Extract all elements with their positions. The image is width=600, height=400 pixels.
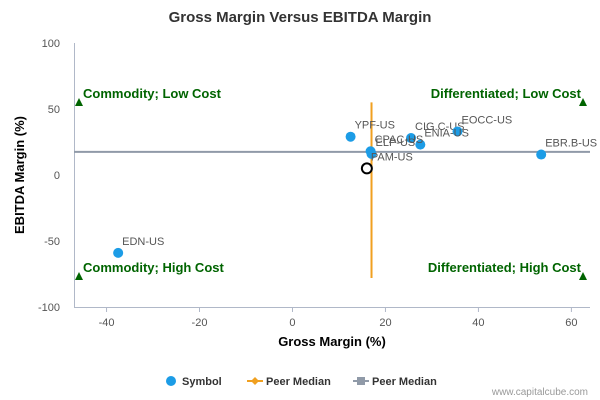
legend-label: Peer Median — [266, 376, 331, 388]
data-point-label: ENIA-US — [424, 128, 469, 140]
y-tick-label: 100 — [42, 38, 60, 50]
legend-label: Peer Median — [372, 376, 437, 388]
data-point-label: EBR.B-US — [545, 138, 597, 150]
data-point — [366, 148, 377, 159]
quadrant-triangle-icon — [75, 98, 83, 106]
data-point-label: YPF-US — [355, 120, 395, 132]
x-tick-label: 60 — [565, 317, 577, 329]
legend-square-icon — [357, 377, 365, 385]
legend-diamond-icon — [251, 377, 259, 385]
data-point — [345, 131, 356, 142]
x-axis-title: Gross Margin (%) — [278, 334, 386, 349]
y-tick-label: -50 — [44, 236, 60, 248]
data-point — [113, 247, 124, 258]
x-tick-label: -40 — [99, 317, 115, 329]
quadrant-label-top-right: Differentiated; Low Cost — [431, 86, 582, 101]
quadrant-label-bottom-right: Differentiated; High Cost — [428, 260, 582, 275]
y-axis-title: EBITDA Margin (%) — [12, 116, 27, 234]
quadrant-label-bottom-left: Commodity; High Cost — [83, 260, 224, 275]
data-point-label: CIG.C-US — [415, 121, 465, 133]
data-point-label: CPAC-US — [375, 134, 424, 146]
data-point — [415, 139, 426, 150]
quadrant-triangle-icon — [579, 272, 587, 280]
quadrant-label-top-left: Commodity; Low Cost — [83, 86, 222, 101]
data-point — [360, 162, 373, 175]
data-point — [536, 149, 547, 160]
x-axis-ticks: -40 -20 0 20 40 60 — [99, 307, 578, 329]
x-tick-label: 40 — [472, 317, 484, 329]
chart-legend: Symbol Peer Median Peer Median — [166, 376, 437, 388]
data-point-label: EOCC-US — [462, 114, 513, 126]
x-tick-label: 20 — [379, 317, 391, 329]
data-point-label: PAM-US — [371, 151, 413, 163]
data-point-label: ELP-US — [376, 137, 416, 149]
data-point — [452, 126, 463, 137]
data-point — [406, 133, 417, 144]
data-point-label: EDN-US — [122, 236, 164, 248]
credit-text: www.capitalcube.com — [491, 387, 588, 398]
y-tick-label: 0 — [54, 170, 60, 182]
y-tick-label: 50 — [48, 104, 60, 116]
quadrant-labels: Commodity; Low Cost Differentiated; Low C… — [75, 86, 587, 280]
y-axis-ticks: 100 50 0 -50 -100 — [38, 38, 60, 314]
plot-area: -40 -20 0 20 40 60 100 50 0 -50 -100 Commodity; L… — [38, 38, 597, 329]
chart-title: Gross Margin Versus EBITDA Margin — [169, 9, 432, 26]
quadrant-triangle-icon — [579, 98, 587, 106]
y-tick-label: -100 — [38, 302, 60, 314]
legend-label: Symbol — [182, 376, 222, 388]
quadrant-triangle-icon — [75, 272, 83, 280]
legend-symbol-icon — [166, 376, 176, 386]
x-tick-label: 0 — [289, 317, 295, 329]
x-tick-label: -20 — [192, 317, 208, 329]
